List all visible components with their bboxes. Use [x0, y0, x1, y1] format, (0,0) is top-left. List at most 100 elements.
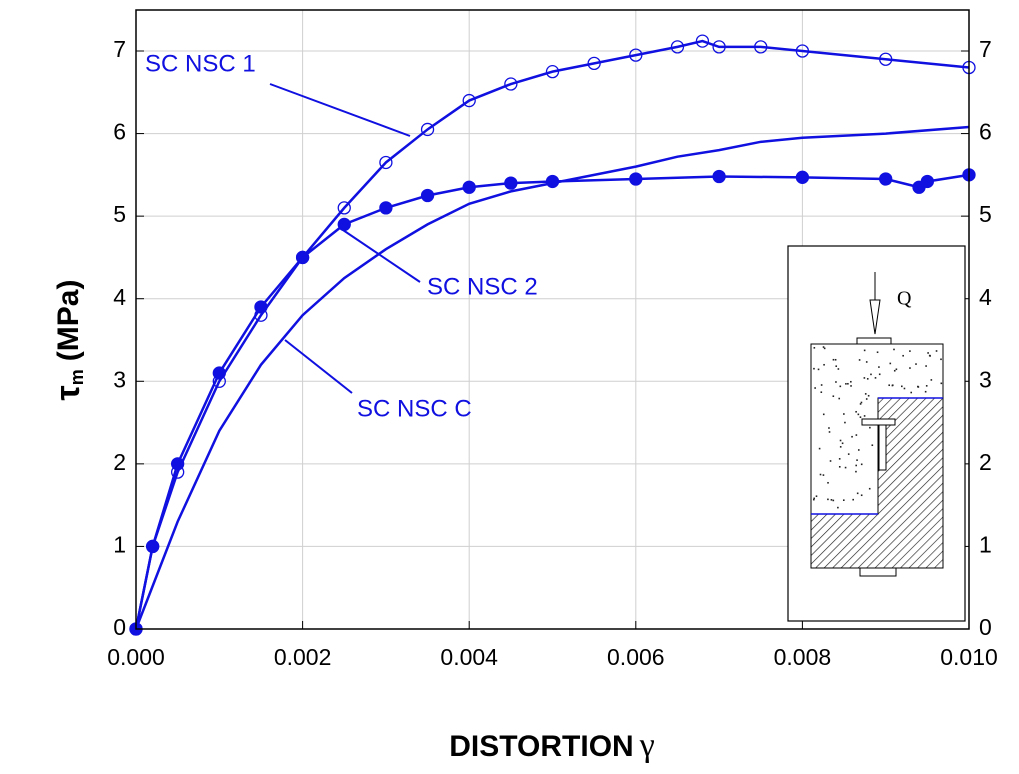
dot: [860, 463, 863, 466]
dot: [856, 492, 859, 495]
marker: [545, 64, 560, 79]
dot: [847, 382, 849, 385]
dot: [847, 453, 850, 455]
bottom-plate: [859, 567, 897, 577]
dot: [850, 385, 852, 387]
y2-tick-label: 0: [979, 614, 992, 640]
dot: [910, 391, 913, 394]
y-label-unit: (MPa): [52, 280, 85, 362]
dot: [878, 366, 880, 368]
dot: [863, 377, 866, 379]
load-label: Q: [897, 288, 912, 310]
y-axis-label: τm (MPa): [49, 280, 87, 401]
connector-shank: [878, 424, 887, 471]
dot: [838, 466, 841, 468]
dot: [835, 365, 838, 367]
marker: [695, 34, 710, 48]
x-tick-label: 0.006: [607, 644, 665, 670]
dot: [857, 413, 860, 416]
dot: [893, 348, 895, 351]
dot: [940, 382, 943, 385]
marker: [504, 77, 518, 91]
marker: [379, 201, 393, 215]
dot: [822, 413, 825, 416]
dot: [813, 347, 816, 349]
series-label: SC NSC 1: [145, 50, 256, 77]
dot: [888, 384, 890, 387]
y-tick-label: 7: [113, 36, 126, 62]
dot: [852, 498, 854, 501]
dot: [927, 352, 929, 354]
dot: [863, 415, 866, 417]
y2-tick-label: 7: [979, 36, 992, 62]
dot: [856, 459, 858, 461]
marker: [879, 172, 893, 186]
aggregate-dots: [813, 346, 943, 509]
marker: [879, 52, 893, 66]
dot: [878, 373, 881, 376]
dot: [851, 435, 853, 438]
load-arrow-head: [869, 299, 881, 335]
dot: [863, 349, 866, 352]
dot: [832, 358, 835, 361]
y-tick-label: 6: [113, 119, 126, 145]
series-line: [134, 39, 970, 630]
connector-head: [861, 418, 896, 426]
dot: [874, 377, 877, 379]
dot: [928, 354, 931, 357]
dot: [903, 387, 906, 390]
dot: [866, 378, 869, 380]
dot: [822, 346, 825, 348]
dot: [830, 499, 833, 501]
marker: [462, 180, 476, 194]
dot: [891, 384, 894, 387]
marker: [712, 40, 726, 54]
dot: [829, 460, 832, 462]
dot: [838, 458, 841, 460]
y2-tick-label: 5: [979, 201, 992, 227]
plot-frame: [135, 9, 970, 630]
dot: [902, 354, 904, 357]
marker: [420, 188, 435, 203]
dot: [915, 363, 917, 365]
dot: [845, 383, 847, 385]
y-tick-label: 5: [113, 201, 126, 227]
dot: [813, 498, 815, 501]
dot: [823, 363, 825, 366]
dot: [839, 439, 842, 442]
top-plate: [856, 337, 892, 345]
dot: [859, 403, 862, 405]
dot: [827, 498, 829, 501]
dot: [822, 474, 825, 476]
y-tick-label: 3: [113, 366, 126, 392]
dot: [865, 361, 868, 363]
dot: [835, 381, 837, 383]
series-label: SC NSC 2: [427, 273, 538, 300]
dot: [823, 347, 826, 350]
dot: [869, 426, 871, 429]
dot: [895, 368, 898, 371]
marker: [795, 44, 810, 58]
y-tick-label: 1: [113, 532, 126, 558]
dot: [867, 394, 870, 397]
marker: [629, 172, 643, 186]
marker: [254, 300, 268, 314]
y2-tick-label: 1: [979, 532, 992, 558]
dot: [819, 473, 822, 476]
y2-tick-label: 2: [979, 449, 992, 475]
dot: [817, 368, 820, 371]
dot: [820, 391, 823, 393]
dot: [917, 385, 919, 388]
dot: [844, 466, 847, 469]
dot: [838, 397, 841, 400]
dot: [815, 495, 818, 498]
dot: [842, 499, 845, 501]
marker: [587, 56, 601, 71]
dot: [837, 506, 839, 509]
dot: [843, 413, 845, 415]
dot: [828, 431, 831, 433]
dot: [857, 449, 860, 451]
dot: [940, 358, 942, 361]
dot: [832, 395, 835, 398]
plot: [129, 34, 976, 636]
